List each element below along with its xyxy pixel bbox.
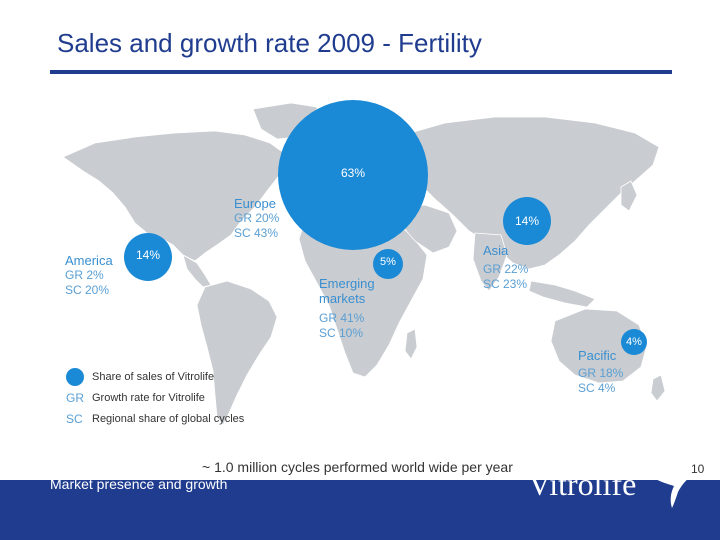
north-america-shape [62, 130, 288, 262]
region-label-europe: Europe GR 20% SC 43% [234, 196, 279, 241]
legend-share-dot-icon [66, 368, 84, 386]
share-bubble-europe: 63% [278, 100, 428, 250]
footer-text: Market presence and growth [50, 476, 228, 492]
south-america-shape [196, 280, 278, 426]
legend-gr: GR Growth rate for Vitrolife [66, 388, 205, 408]
region-gr-america: GR 2% [65, 268, 104, 282]
japan-shape [620, 180, 638, 212]
page-title: Sales and growth rate 2009 - Fertility [57, 28, 482, 58]
share-bubble-america: 14% [124, 233, 172, 281]
region-gr-emerging: GR 41% [319, 311, 365, 325]
share-bubble-asia: 14% [503, 197, 551, 245]
region-sc-pacific: SC 4% [578, 381, 616, 395]
region-sc-america: SC 20% [65, 283, 110, 297]
share-bubble-america-label: 14% [135, 248, 161, 262]
madagascar-shape [404, 328, 418, 360]
share-bubble-europe-label: 63% [340, 165, 366, 180]
title-divider [50, 70, 672, 74]
cycles-note: ~ 1.0 million cycles performed world wid… [202, 459, 513, 475]
share-bubble-emerging: 5% [373, 249, 403, 279]
legend-share: Share of sales of Vitrolife [66, 367, 214, 387]
legend-share-label: Share of sales of Vitrolife [92, 371, 215, 383]
legend-gr-label: Growth rate for Vitrolife [92, 392, 205, 404]
new-zealand-shape [650, 374, 666, 402]
region-name-asia: Asia [483, 243, 509, 258]
legend-gr-abbr: GR [66, 391, 84, 405]
region-sc-europe: SC 43% [234, 226, 279, 240]
australia-shape [550, 308, 648, 384]
vitrolife-logo: Vitrolife [528, 466, 637, 502]
se-asia-islands-shape [528, 280, 596, 308]
footer-bar [0, 480, 720, 540]
vitrolife-mark-icon [654, 471, 694, 508]
india-shape [472, 232, 508, 292]
region-name-emerging-line1: Emerging [319, 276, 375, 291]
share-bubble-asia-label: 14% [514, 214, 540, 228]
legend-sc: SC Regional share of global cycles [66, 409, 244, 429]
region-name-pacific: Pacific [578, 348, 617, 363]
share-bubble-emerging-label: 5% [380, 256, 396, 268]
region-name-emerging-line2: markets [319, 291, 366, 306]
legend-sc-abbr: SC [66, 412, 83, 426]
region-label-america: America GR 2% SC 20% [65, 253, 113, 298]
region-gr-asia: GR 22% [483, 262, 529, 276]
region-gr-europe: GR 20% [234, 211, 280, 225]
region-name-europe: Europe [234, 196, 276, 211]
region-sc-asia: SC 23% [483, 277, 528, 291]
central-america-shape [182, 254, 212, 288]
region-label-asia: Asia GR 22% SC 23% [483, 243, 528, 292]
asia-shape [400, 116, 660, 270]
share-bubble-pacific-label: 4% [626, 336, 642, 348]
legend-sc-label: Regional share of global cycles [92, 413, 245, 425]
region-sc-emerging: SC 10% [319, 326, 364, 340]
page-number: 10 [691, 462, 705, 476]
region-label-pacific: Pacific GR 18% SC 4% [578, 348, 623, 396]
region-gr-pacific: GR 18% [578, 366, 624, 380]
share-bubble-pacific: 4% [621, 329, 647, 355]
region-name-america: America [65, 253, 113, 268]
region-label-emerging: Emerging markets GR 41% SC 10% [319, 276, 375, 341]
